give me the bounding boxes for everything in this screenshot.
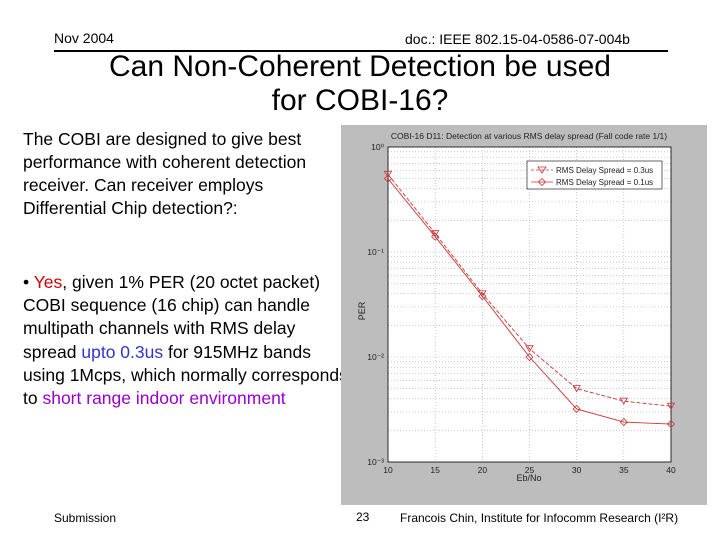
answer-short-range: short range indoor environment: [42, 388, 286, 409]
footer-author: Francois Chin, Institute for Infocomm Re…: [400, 511, 679, 525]
legend-marker-1: [537, 166, 547, 174]
series-1-point: [525, 345, 534, 353]
legend: RMS Delay Spread = 0.3us RMS Delay Sprea…: [526, 160, 663, 190]
x-tick-label: 40: [666, 465, 676, 475]
legend-box: [526, 160, 663, 190]
bullet-glyph: •: [23, 272, 30, 292]
series-2-point: [572, 404, 581, 414]
x-tick-label: 25: [525, 465, 535, 475]
series-layer: [383, 170, 676, 429]
slide-title: Can Non-Coherent Detection be used for C…: [40, 50, 680, 118]
series-1-point: [430, 230, 440, 238]
y-tick-label: 10⁻²: [367, 352, 384, 362]
header-rule: [54, 50, 668, 52]
answer-upto: upto 0.3us: [81, 341, 164, 362]
footer-submission: Submission: [54, 511, 117, 525]
plot-border: [387, 146, 672, 463]
series-1-point: [572, 385, 581, 393]
plot-area: [388, 147, 671, 462]
x-tick-label: 35: [619, 465, 629, 475]
header-doc-id: doc.: IEEE 802.15-04-0586-07-004b: [405, 31, 630, 47]
series-2-point: [525, 352, 534, 362]
series-2-point: [431, 232, 440, 241]
answer-text-a: , given 1% PER (20 octet packet) COBI se…: [23, 272, 321, 362]
header-date: Nov 2004: [54, 30, 114, 46]
y-ticks: 10⁰ 10⁻¹ 10⁻² 10⁻³: [367, 142, 384, 467]
series-1-point: [619, 397, 629, 405]
footer-page-number: 23: [356, 510, 370, 524]
legend-marker-2: [537, 177, 547, 187]
y-tick-label: 10⁻³: [367, 457, 384, 467]
y-tick-label: 10⁻¹: [367, 247, 384, 257]
series-1-point: [383, 170, 393, 179]
series-line-2: [387, 178, 672, 425]
x-tick-label: 20: [478, 465, 488, 475]
x-ticks: 10 15 20 25 30 35 40: [383, 465, 676, 475]
answer-yes: Yes: [33, 272, 63, 292]
y-axis-label: PER: [357, 301, 367, 320]
intro-paragraph: The COBI are designed to give best perfo…: [23, 129, 307, 218]
series-2-point: [619, 418, 628, 427]
slide-title-line-2: for COBI-16?: [271, 84, 449, 117]
slide-title-line-1: Can Non-Coherent Detection be used: [109, 50, 611, 83]
series-2-point: [383, 174, 393, 183]
legend-label-1: RMS Delay Spread = 0.3us: [556, 166, 653, 175]
answer-paragraph: • Yes, given 1% PER (20 octet packet) CO…: [23, 271, 353, 410]
answer-text-b: for 915MHz bands using 1Mcps, which norm…: [23, 341, 348, 409]
series-2-point: [478, 292, 487, 301]
y-tick-label: 10⁰: [371, 142, 384, 152]
x-tick-label: 10: [383, 465, 393, 475]
per-chart: COBI-16 D11: Detection at various RMS de…: [341, 125, 707, 505]
series-2-point: [666, 419, 676, 429]
x-tick-label: 30: [572, 465, 582, 475]
x-tick-label: 15: [430, 465, 440, 475]
legend-label-2: RMS Delay Spread = 0.1us: [556, 178, 653, 187]
x-axis-label: Eb/No: [516, 473, 541, 483]
series-1-point: [666, 402, 676, 410]
chart-title: COBI-16 D11: Detection at various RMS de…: [391, 131, 667, 141]
